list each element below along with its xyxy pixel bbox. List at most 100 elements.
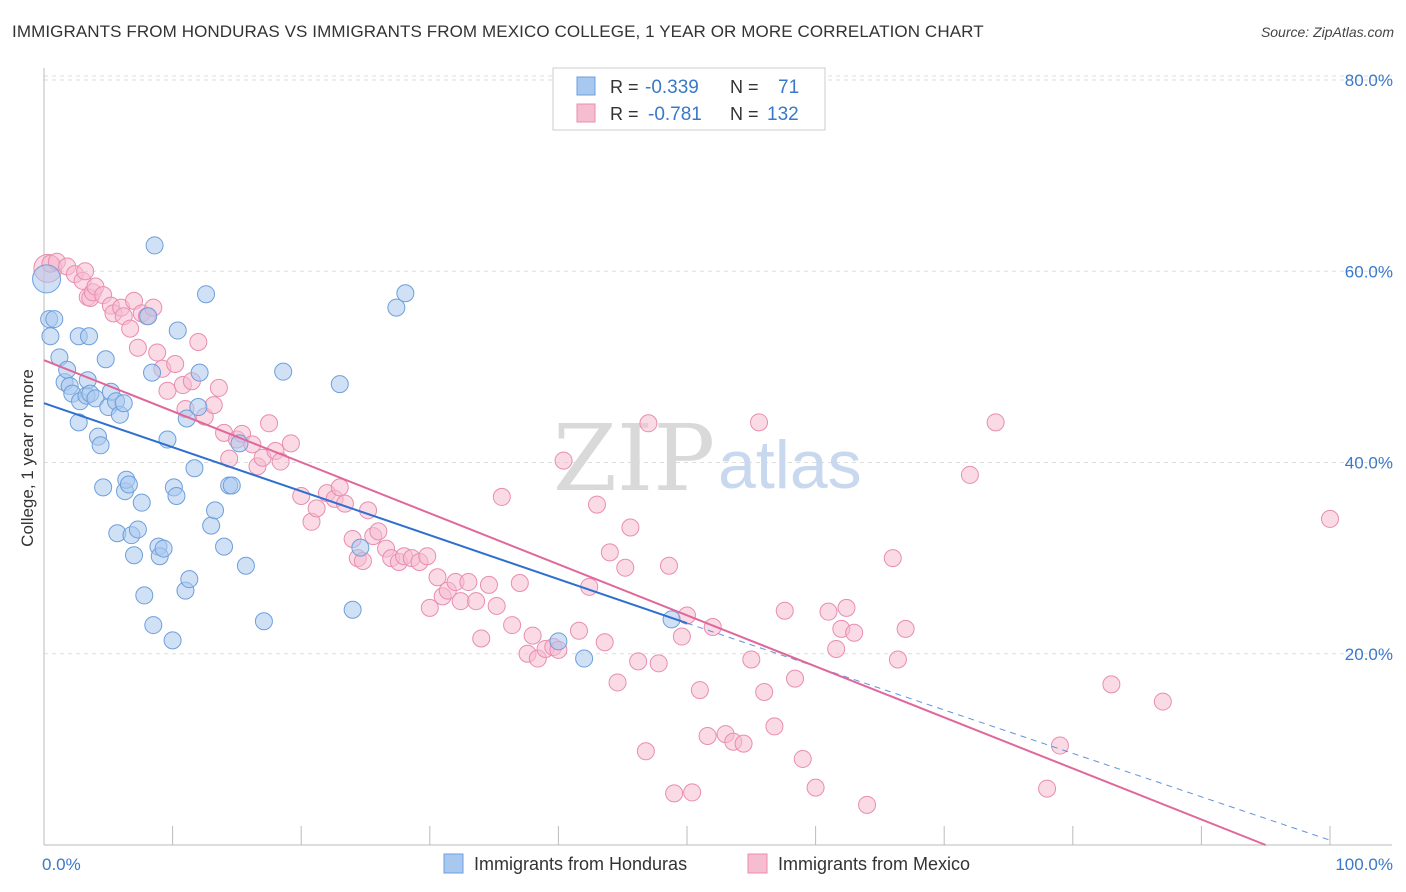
honduras-point [330,375,349,394]
honduras-point [222,476,241,495]
honduras-point [114,394,133,413]
honduras-point [96,350,115,369]
honduras-point [32,264,62,294]
mexico-point [659,556,678,575]
series-mexico-points [33,252,1339,814]
mexico-point [755,683,774,701]
mexico-point [1102,675,1121,694]
legend-n-label-mexico: N = [730,104,759,124]
mexico-point [896,619,915,638]
mexico-point [690,681,709,700]
mexico-point [76,262,95,281]
mexico-point [845,623,864,642]
honduras-point [132,493,151,512]
chart-title: IMMIGRANTS FROM HONDURAS VS IMMIGRANTS F… [12,22,984,41]
honduras-point [236,556,255,575]
honduras-point [91,436,110,455]
bottom-legend-swatch-honduras [443,853,464,874]
mexico-point [621,518,640,537]
mexico-point [883,549,902,568]
mexico-point [503,616,522,635]
mexico-point [189,333,208,352]
legend-r-label-mexico: R = [610,104,639,124]
honduras-point [128,520,147,539]
honduras-trend-line [43,402,688,625]
mexico-point [636,742,655,761]
mexico-point [487,596,506,615]
honduras-point [69,413,88,432]
mexico-point [616,558,635,577]
legend-n-value-mexico: 132 [767,104,799,125]
honduras-point [180,570,199,589]
honduras-point [189,398,208,417]
honduras-point [343,600,362,619]
mexico-point [369,522,388,541]
mexico-point [587,495,606,514]
mexico-point [806,778,825,797]
mexico-point [595,633,614,652]
legend-r-value-honduras: -0.339 [645,77,699,98]
mexico-point [204,396,223,415]
honduras-point [185,459,204,478]
legend-r-value-mexico: -0.781 [648,104,702,125]
mexico-point [1050,736,1069,755]
mexico-point [420,598,439,617]
mexico-point [121,319,140,338]
mexico-point [986,413,1005,432]
mexico-point [629,652,648,671]
mexico-point [672,627,691,646]
mexico-point [554,451,573,470]
honduras-point [168,321,187,340]
honduras-point [549,632,568,651]
honduras-point [119,475,138,494]
mexico-point [703,617,722,636]
mexico-point [209,378,228,397]
honduras-point [94,478,113,497]
legend-swatch-mexico [576,103,596,123]
honduras-point [154,539,173,558]
mexico-point [1038,779,1057,798]
trend-lines [43,359,1331,846]
mexico-point [827,639,846,658]
mexico-point [569,621,588,640]
mexico-point [467,592,486,611]
honduras-point [662,610,681,629]
mexico-point [158,381,177,400]
mexico-point [649,654,668,673]
mexico-point [837,598,856,617]
mexico-point [608,673,627,692]
honduras-point [575,649,594,668]
honduras-point [202,516,221,535]
honduras-point [86,389,105,408]
mexico-point [307,499,326,518]
mexico-point [330,478,349,497]
honduras-point [387,298,406,317]
mexico-point [888,650,907,669]
honduras-point [190,363,209,382]
honduras-point [167,486,186,505]
mexico-point [858,795,877,814]
x-tick-label: 100.0% [1335,855,1393,874]
mexico-point [523,626,542,645]
y-tick-labels: 20.0% 40.0% 60.0% 80.0% [1345,71,1393,664]
honduras-point [254,612,273,631]
legend-swatch-honduras [576,76,596,96]
watermark-zip: ZIP [553,405,715,512]
honduras-point [145,236,164,255]
mexico-point [775,601,794,620]
mexico-point [510,573,529,592]
mexico-point [960,465,979,484]
mexico-point [428,568,447,587]
honduras-point [206,501,225,520]
bottom-legend-label-honduras: Immigrants from Honduras [474,854,687,874]
mexico-point [639,414,658,433]
legend-box [552,67,826,131]
y-tick-label: 80.0% [1345,71,1393,90]
mexico-point [1321,509,1339,528]
mexico-point [128,338,147,357]
bottom-legend-swatch-mexico [747,853,768,874]
mexico-point [148,343,167,362]
honduras-point [163,631,182,650]
bottom-legend: Immigrants from Honduras Immigrants from… [443,853,970,874]
